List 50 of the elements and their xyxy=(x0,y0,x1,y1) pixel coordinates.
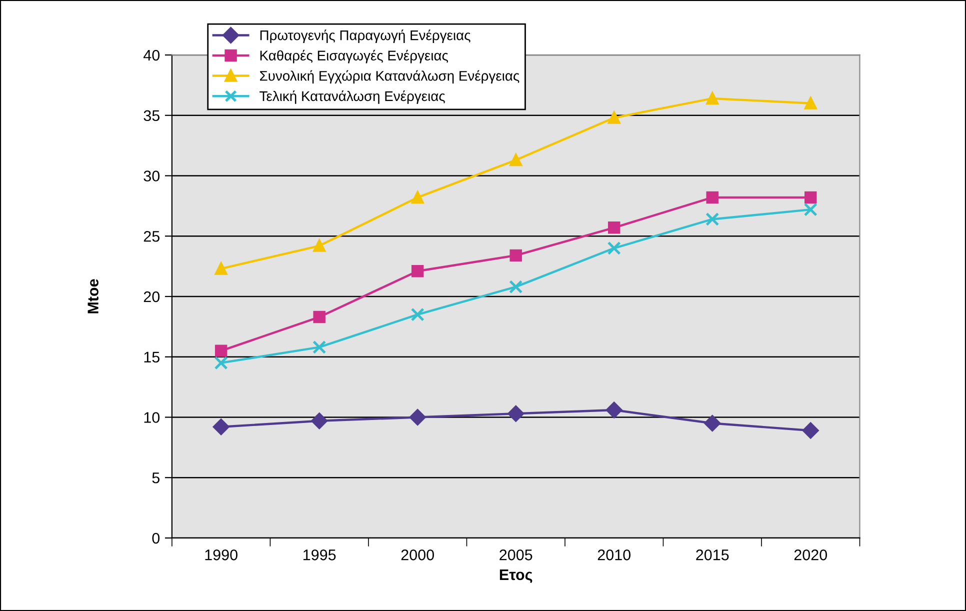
point xyxy=(214,262,228,275)
point xyxy=(804,97,817,110)
point xyxy=(214,356,228,370)
point xyxy=(704,415,720,432)
point xyxy=(608,112,620,124)
point xyxy=(313,240,326,252)
point xyxy=(706,212,720,226)
point xyxy=(214,344,228,357)
point xyxy=(606,402,622,418)
point xyxy=(510,154,522,166)
x-tick-label: 2005 xyxy=(500,550,532,560)
point xyxy=(804,191,817,204)
x-axis-title: Ετος xyxy=(500,569,532,583)
y-tick-label: 15 xyxy=(144,352,160,363)
y-tick-label: 20 xyxy=(144,291,160,302)
legend-label: Καθαρές Εισαγωγές Ενέργειας xyxy=(260,50,448,64)
point xyxy=(212,418,230,436)
y-tick-label: 0 xyxy=(152,532,160,544)
point xyxy=(411,191,424,204)
y-tick-label: 40 xyxy=(144,50,160,61)
point xyxy=(802,422,819,439)
x-tick-label: 2015 xyxy=(696,550,729,560)
x-tick-label: 2020 xyxy=(794,550,828,560)
point xyxy=(508,405,524,422)
legend-label: Πρωτογενής Παραγωγή Ενέργειας xyxy=(260,30,470,43)
y-tick-label: 5 xyxy=(152,472,160,484)
point xyxy=(804,202,818,216)
x-tick-label: 1990 xyxy=(205,550,238,560)
y-tick-label: 35 xyxy=(144,110,160,122)
point xyxy=(706,191,718,204)
point xyxy=(312,340,326,354)
point xyxy=(311,412,328,429)
point xyxy=(313,310,326,324)
legend-label: Τελική Κατανάλωση Ενέργειας xyxy=(260,90,445,104)
point xyxy=(410,308,424,322)
point xyxy=(509,280,523,294)
x-tick-label: 2010 xyxy=(598,550,630,560)
y-tick-label: 10 xyxy=(144,412,160,423)
point xyxy=(411,265,424,278)
legend-label: Συνολική Εγχώρια Κατανάλωση Ενέργειας xyxy=(260,70,520,84)
x-tick-label: 2000 xyxy=(401,550,434,560)
point xyxy=(510,249,522,262)
y-tick-label: 25 xyxy=(144,230,160,242)
point xyxy=(608,222,620,234)
y-axis-title: Mtoe xyxy=(88,279,98,314)
point xyxy=(409,409,426,426)
point xyxy=(607,241,621,255)
point xyxy=(706,92,718,105)
y-tick-label: 30 xyxy=(144,170,160,182)
x-tick-label: 1995 xyxy=(304,550,336,560)
